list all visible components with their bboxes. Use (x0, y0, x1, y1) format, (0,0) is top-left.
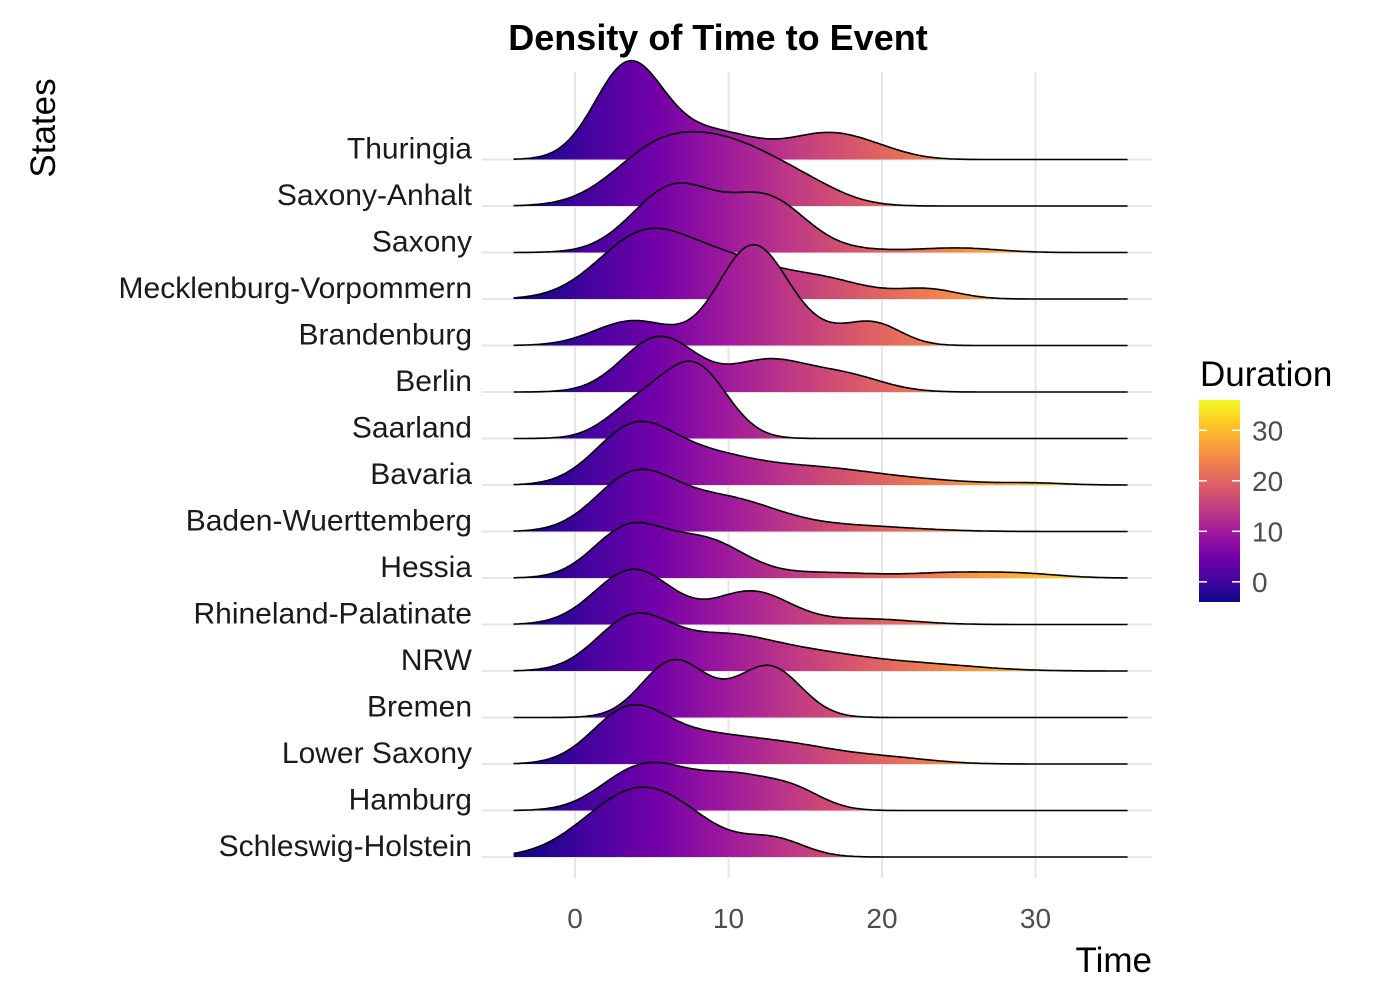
state-label: Rhineland-Palatinate (193, 598, 472, 631)
legend-tick-label: 10 (1252, 516, 1283, 547)
ridge-outline (513, 335, 1128, 393)
x-axis-title: Time (1076, 941, 1152, 980)
ridge-area (513, 60, 1128, 160)
ridge (513, 227, 1128, 300)
ridge-outline (513, 612, 1128, 672)
state-label: Hamburg (349, 784, 472, 817)
chart-title: Density of Time to Event (508, 17, 927, 58)
legend: Duration 0 10 20 30 (1199, 355, 1332, 602)
state-labels: Schleswig-Holstein Hamburg Lower Saxony Bre… (119, 133, 473, 864)
state-label: Hessia (380, 551, 472, 584)
ridge (513, 568, 1128, 626)
ridge-outline (513, 521, 1128, 579)
ridge (513, 704, 1128, 765)
ridge-outline (513, 704, 1128, 765)
ridge-area (513, 244, 1128, 346)
ridges (513, 59, 1128, 858)
state-label: Berlin (395, 365, 472, 398)
state-label: Saarland (352, 412, 472, 445)
legend-title: Duration (1200, 355, 1332, 394)
state-label: Brandenburg (299, 319, 472, 352)
ridge-outline (513, 658, 1128, 719)
x-tick-label: 10 (713, 903, 744, 934)
state-label: Saxony (372, 226, 472, 259)
legend-tick-label: 20 (1252, 466, 1283, 497)
ridge-area (513, 704, 1128, 764)
x-tick-label: 30 (1020, 903, 1051, 934)
state-label: Bavaria (370, 458, 472, 491)
state-label: Schleswig-Holstein (219, 830, 472, 863)
state-label: Thuringia (347, 133, 472, 166)
state-label: NRW (401, 644, 473, 677)
ridge-area (513, 469, 1128, 532)
ridge-outline (513, 182, 1128, 254)
y-axis-title: States (24, 78, 63, 177)
ridge-outline (513, 420, 1128, 486)
ridge-area (513, 421, 1128, 485)
ridge (513, 468, 1128, 533)
legend-colorbar (1199, 400, 1240, 602)
ridge (513, 360, 1128, 440)
state-label: Saxony-Anhalt (277, 179, 473, 212)
ridge-outline (513, 468, 1128, 533)
ridge-outline (513, 761, 1128, 812)
ridge-outline (513, 227, 1128, 300)
ridge-area (513, 787, 1128, 857)
state-label: Lower Saxony (282, 737, 472, 770)
ridge (513, 786, 1128, 858)
ridge (513, 243, 1128, 347)
legend-tick-label: 0 (1252, 567, 1268, 598)
ridge-area (513, 613, 1128, 671)
ridge-outline (513, 786, 1128, 858)
x-tick-label: 20 (866, 903, 897, 934)
state-label: Baden-Wuerttemberg (186, 505, 472, 538)
legend-ticks: 0 10 20 30 (1199, 415, 1283, 598)
ridge-outline (513, 59, 1128, 161)
ridge-area (513, 522, 1128, 578)
ridge-area (513, 228, 1128, 299)
state-label: Mecklenburg-Vorpommern (119, 272, 472, 305)
ridge (513, 59, 1128, 161)
state-label: Bremen (367, 691, 472, 724)
ridge-outline (513, 360, 1128, 440)
ridge-outline (513, 243, 1128, 347)
x-axis-ticks: 0 10 20 30 (567, 903, 1051, 934)
ridge-area (513, 361, 1128, 439)
legend-tick-label: 30 (1252, 415, 1283, 446)
ridge-area (513, 659, 1128, 718)
ridge-outline (513, 568, 1128, 626)
ridge (513, 521, 1128, 579)
ridge (513, 658, 1128, 719)
x-tick-label: 0 (567, 903, 583, 934)
ridge (513, 420, 1128, 486)
ridge-outline (513, 130, 1128, 207)
ridge (513, 612, 1128, 672)
ridge-area (513, 569, 1128, 625)
